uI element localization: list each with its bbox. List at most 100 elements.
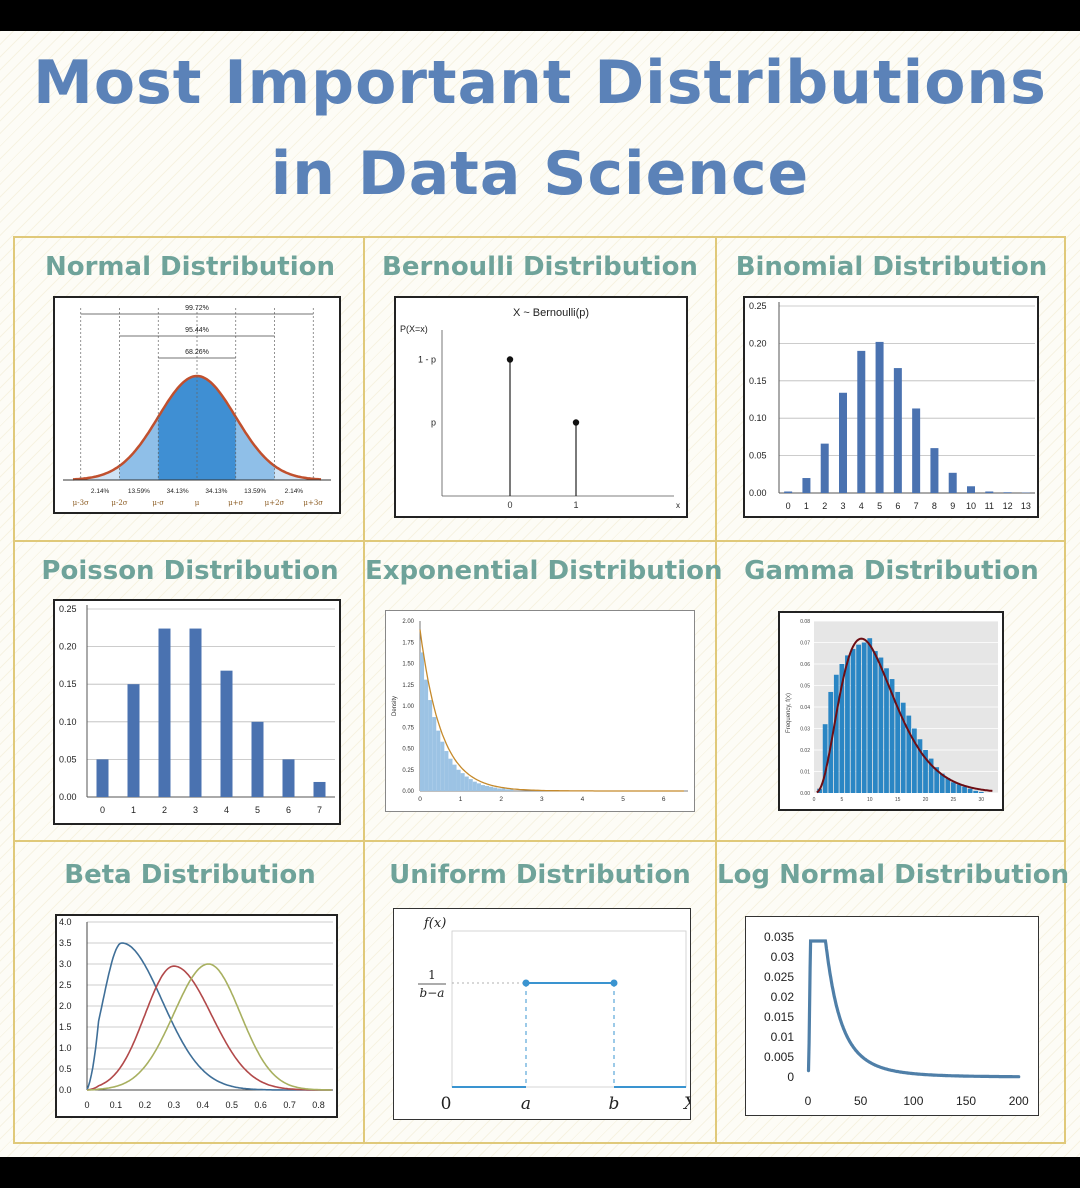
poisson-heading: Poisson Distribution	[41, 556, 339, 586]
x-tick-label: 0	[805, 1094, 812, 1108]
x-tick-label: 0.7	[283, 1100, 296, 1110]
y-tick-label: 0.01	[771, 1030, 795, 1044]
bar	[839, 392, 847, 493]
x-tick-label: 1	[131, 805, 136, 815]
bar	[251, 721, 264, 797]
histogram-bar	[436, 730, 441, 791]
histogram-bar	[945, 777, 951, 793]
endpoint-a	[522, 979, 530, 987]
x-tick-label: 2	[822, 501, 827, 511]
probability-point	[572, 419, 580, 426]
y-tick-label: 2.5	[59, 980, 72, 990]
histogram-bar	[889, 679, 895, 793]
histogram-bar	[420, 652, 425, 791]
x-tick-label: 0	[507, 500, 512, 510]
exponential-chart: 2.00 1.75 1.50 1.25 1.00 0.75 0.50 0.25 0.00 Dens…	[385, 610, 695, 812]
y-tick-label: 0.03	[771, 950, 795, 964]
y-tick-label: 0.25	[749, 301, 767, 311]
x-tick-label: 9	[950, 501, 955, 511]
histogram-bar	[484, 785, 490, 791]
binomial-chart: 0.25 0.20 0.15 0.10 0.05 0.00 0 1 2 3 4 5 6 7 8 9 10 11 12…	[743, 296, 1039, 518]
x-tick-label: 0.6	[254, 1100, 267, 1110]
histogram-bar	[428, 700, 433, 791]
gamma-density-curve	[816, 637, 993, 794]
x-tick-label: 0.4	[197, 1100, 210, 1110]
binomial-heading: Binomial Distribution	[735, 252, 1048, 282]
histogram-bar	[497, 788, 502, 791]
histogram-bar	[476, 783, 481, 791]
bar	[189, 628, 202, 797]
bar	[875, 341, 884, 493]
x-tick-label: 6	[286, 805, 291, 815]
x-tick-label: 200	[1009, 1094, 1029, 1108]
exponential-heading: Exponential Distribution	[365, 556, 723, 586]
histogram-bar	[456, 769, 461, 791]
region-percent-label: 2.14%	[285, 488, 304, 495]
histogram-bar	[444, 751, 449, 791]
normal-chart: 99.72% 95.44% 68.26% 2.14% 13.59% 34.13% 34.13…	[53, 296, 341, 514]
x-tick-label: 10	[867, 797, 873, 803]
sigma-tick-label: μ+2σ	[265, 499, 285, 507]
x-tick-label: 0	[84, 1100, 89, 1110]
histogram-bar	[978, 791, 984, 793]
y-tick-label: 0.035	[764, 930, 794, 944]
beta-curve	[86, 942, 332, 1091]
beta-heading: Beta Distribution	[64, 860, 316, 890]
histogram-bar	[878, 657, 884, 793]
y-tick-label: 4.0	[59, 917, 72, 927]
x-tick-label: 0	[100, 805, 105, 815]
histogram-bar	[967, 788, 973, 793]
x-tick-label: 1	[459, 796, 463, 803]
bar	[96, 759, 109, 797]
y-tick-label: 3.5	[59, 938, 72, 948]
histogram-bar	[951, 782, 956, 793]
x-tick-label: 7	[914, 501, 919, 511]
histogram-bar	[509, 789, 514, 791]
y-tick-label: 0.04	[800, 705, 810, 711]
chart-title: X ~ Bernoulli(p)	[513, 307, 589, 319]
x-axis-label: X	[682, 1094, 690, 1114]
y-tick-label: 1.0	[59, 1043, 72, 1053]
uniform-chart: f(x) 1 b−a 0 a b X	[393, 908, 691, 1120]
x-tick-label: 25	[951, 797, 957, 803]
span-label: 99.72%	[185, 305, 209, 312]
y-tick-label: 0.75	[402, 725, 414, 731]
x-tick-label: 4	[859, 501, 864, 511]
x-tick-label: 0.8	[312, 1100, 325, 1110]
x-tick-label: 30	[978, 797, 984, 803]
density-denominator: b−a	[420, 986, 445, 1000]
beta-chart: 4.0 3.5 3.0 2.5 2.0 1.5 1.0 0.5 0.0 0 0.1 0.2 0.3 0.4…	[55, 914, 338, 1118]
histogram-bar	[464, 776, 469, 791]
uniform-heading: Uniform Distribution	[389, 860, 691, 890]
tail-area-left	[73, 465, 120, 480]
histogram-bar	[962, 786, 967, 793]
infographic-page: Most Important Distributions in Data Sci…	[0, 31, 1080, 1157]
region-percent-label: 13.59%	[128, 488, 150, 495]
x-tick-label: a	[521, 1094, 531, 1114]
x-tick-label: 150	[956, 1094, 976, 1108]
x-tick-label: 0.3	[168, 1100, 181, 1110]
y-axis-label: P(X=x)	[400, 324, 428, 334]
histogram-bar	[900, 702, 906, 793]
y-axis-label: Frequency, f(x)	[786, 693, 792, 733]
x-tick-label: 2	[162, 805, 167, 815]
sigma-tick-label: μ-3σ	[73, 499, 89, 507]
y-tick-label: 0.20	[59, 642, 77, 652]
bar	[127, 684, 140, 797]
sigma-tick-label: μ-σ	[152, 499, 164, 507]
histogram-bar	[856, 644, 861, 793]
y-tick-label: 0.10	[749, 413, 767, 423]
bar	[784, 491, 793, 493]
y-tick-label: 1.25	[402, 683, 414, 689]
y-tick-label: 0.25	[59, 604, 77, 614]
histogram-bar	[833, 674, 839, 793]
x-tick-label: b	[609, 1094, 620, 1114]
x-tick-label: 0	[441, 1094, 452, 1114]
histogram-bar	[923, 750, 928, 793]
y-tick-label: 1.5	[59, 1022, 72, 1032]
x-tick-label: 100	[903, 1094, 923, 1108]
y-tick-label: 0.00	[59, 792, 77, 802]
x-tick-label: 0.1	[110, 1100, 123, 1110]
histogram-bar	[440, 741, 445, 791]
y-tick-label: 0.05	[59, 754, 77, 764]
